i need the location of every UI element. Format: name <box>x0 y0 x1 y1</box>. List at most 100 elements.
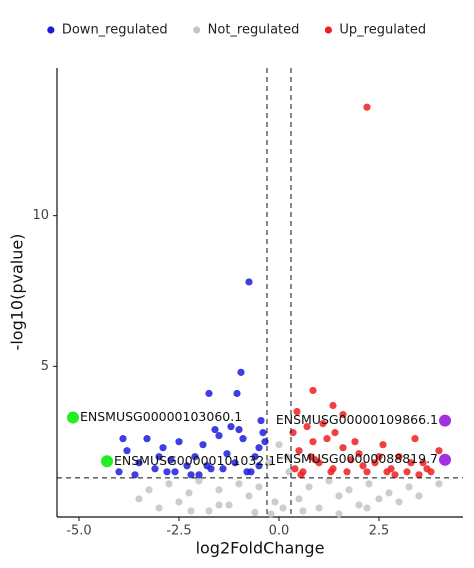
y-tick-label: 10 <box>32 208 49 223</box>
point <box>155 504 163 512</box>
point <box>237 368 245 376</box>
x-tick-label: 0.0 <box>269 524 290 539</box>
point <box>251 508 259 517</box>
point <box>343 468 351 476</box>
point <box>365 480 373 488</box>
point <box>325 477 333 485</box>
point <box>291 465 299 473</box>
highlight-point <box>67 411 79 424</box>
point <box>123 447 131 455</box>
point <box>315 504 323 512</box>
point <box>303 422 311 431</box>
point <box>215 486 223 494</box>
point <box>329 401 337 410</box>
legend-marker <box>193 26 201 34</box>
point <box>309 438 317 446</box>
point <box>347 456 355 464</box>
point <box>355 501 363 509</box>
point <box>323 435 331 443</box>
point <box>257 416 265 425</box>
point <box>135 495 143 503</box>
point <box>293 407 301 416</box>
point <box>165 480 173 488</box>
point <box>295 495 303 503</box>
point <box>383 468 391 476</box>
point <box>167 456 175 464</box>
point <box>363 103 371 111</box>
x-tick-label: -2.5 <box>166 524 191 539</box>
point <box>391 471 399 479</box>
x-tick-label: 2.5 <box>369 524 390 539</box>
point <box>251 453 259 461</box>
point <box>187 507 195 515</box>
highlight-point <box>439 453 451 466</box>
point <box>275 441 283 449</box>
point <box>171 468 179 476</box>
point <box>405 483 413 491</box>
point <box>423 465 431 473</box>
highlight-label: ENSMUSG00000103060.1 <box>80 409 242 424</box>
point <box>231 459 239 467</box>
point <box>219 465 227 473</box>
point <box>195 471 203 479</box>
highlight-label: ENSMUSG00000101032.1 <box>114 453 276 468</box>
point <box>305 483 313 491</box>
point <box>289 429 297 437</box>
point <box>351 438 359 446</box>
point <box>435 480 443 488</box>
point <box>395 453 403 461</box>
point <box>355 450 363 458</box>
point <box>205 389 213 398</box>
point <box>363 468 371 476</box>
point <box>335 492 343 500</box>
point <box>335 510 343 518</box>
point <box>155 453 163 461</box>
legend-label: Not_regulated <box>208 23 300 38</box>
legend-label: Down_regulated <box>62 23 168 38</box>
x-tick-label: -5.0 <box>66 524 91 539</box>
point <box>245 278 253 286</box>
highlight-label: ENSMUSG00000088819.7 <box>276 451 438 466</box>
point <box>143 435 151 443</box>
point <box>271 498 279 506</box>
point <box>339 410 347 419</box>
point <box>415 492 423 500</box>
point <box>331 429 339 437</box>
point <box>223 450 231 458</box>
point <box>411 435 419 443</box>
highlight-point <box>439 414 451 427</box>
point <box>163 468 171 476</box>
point <box>159 444 167 452</box>
point <box>119 435 127 443</box>
point <box>239 435 247 443</box>
point <box>205 507 213 515</box>
point <box>267 510 275 518</box>
point <box>279 504 287 512</box>
point <box>255 462 263 470</box>
point <box>135 459 143 467</box>
point <box>151 465 159 473</box>
point <box>307 453 315 461</box>
point <box>131 471 139 479</box>
point <box>375 495 383 503</box>
point <box>371 459 379 467</box>
point <box>309 386 317 395</box>
point <box>359 462 367 470</box>
y-tick-label: 5 <box>41 359 49 374</box>
point <box>175 498 183 506</box>
point <box>295 447 303 455</box>
point <box>227 422 235 431</box>
highlight-label: ENSMUSG00000109866.1 <box>276 412 438 427</box>
point <box>259 429 267 437</box>
point <box>345 486 353 494</box>
point <box>215 432 223 440</box>
point <box>261 438 269 446</box>
point <box>235 480 243 488</box>
point <box>255 483 263 491</box>
point <box>299 507 307 515</box>
point <box>339 444 347 452</box>
point <box>203 462 211 470</box>
point <box>407 459 415 467</box>
point <box>385 489 393 497</box>
